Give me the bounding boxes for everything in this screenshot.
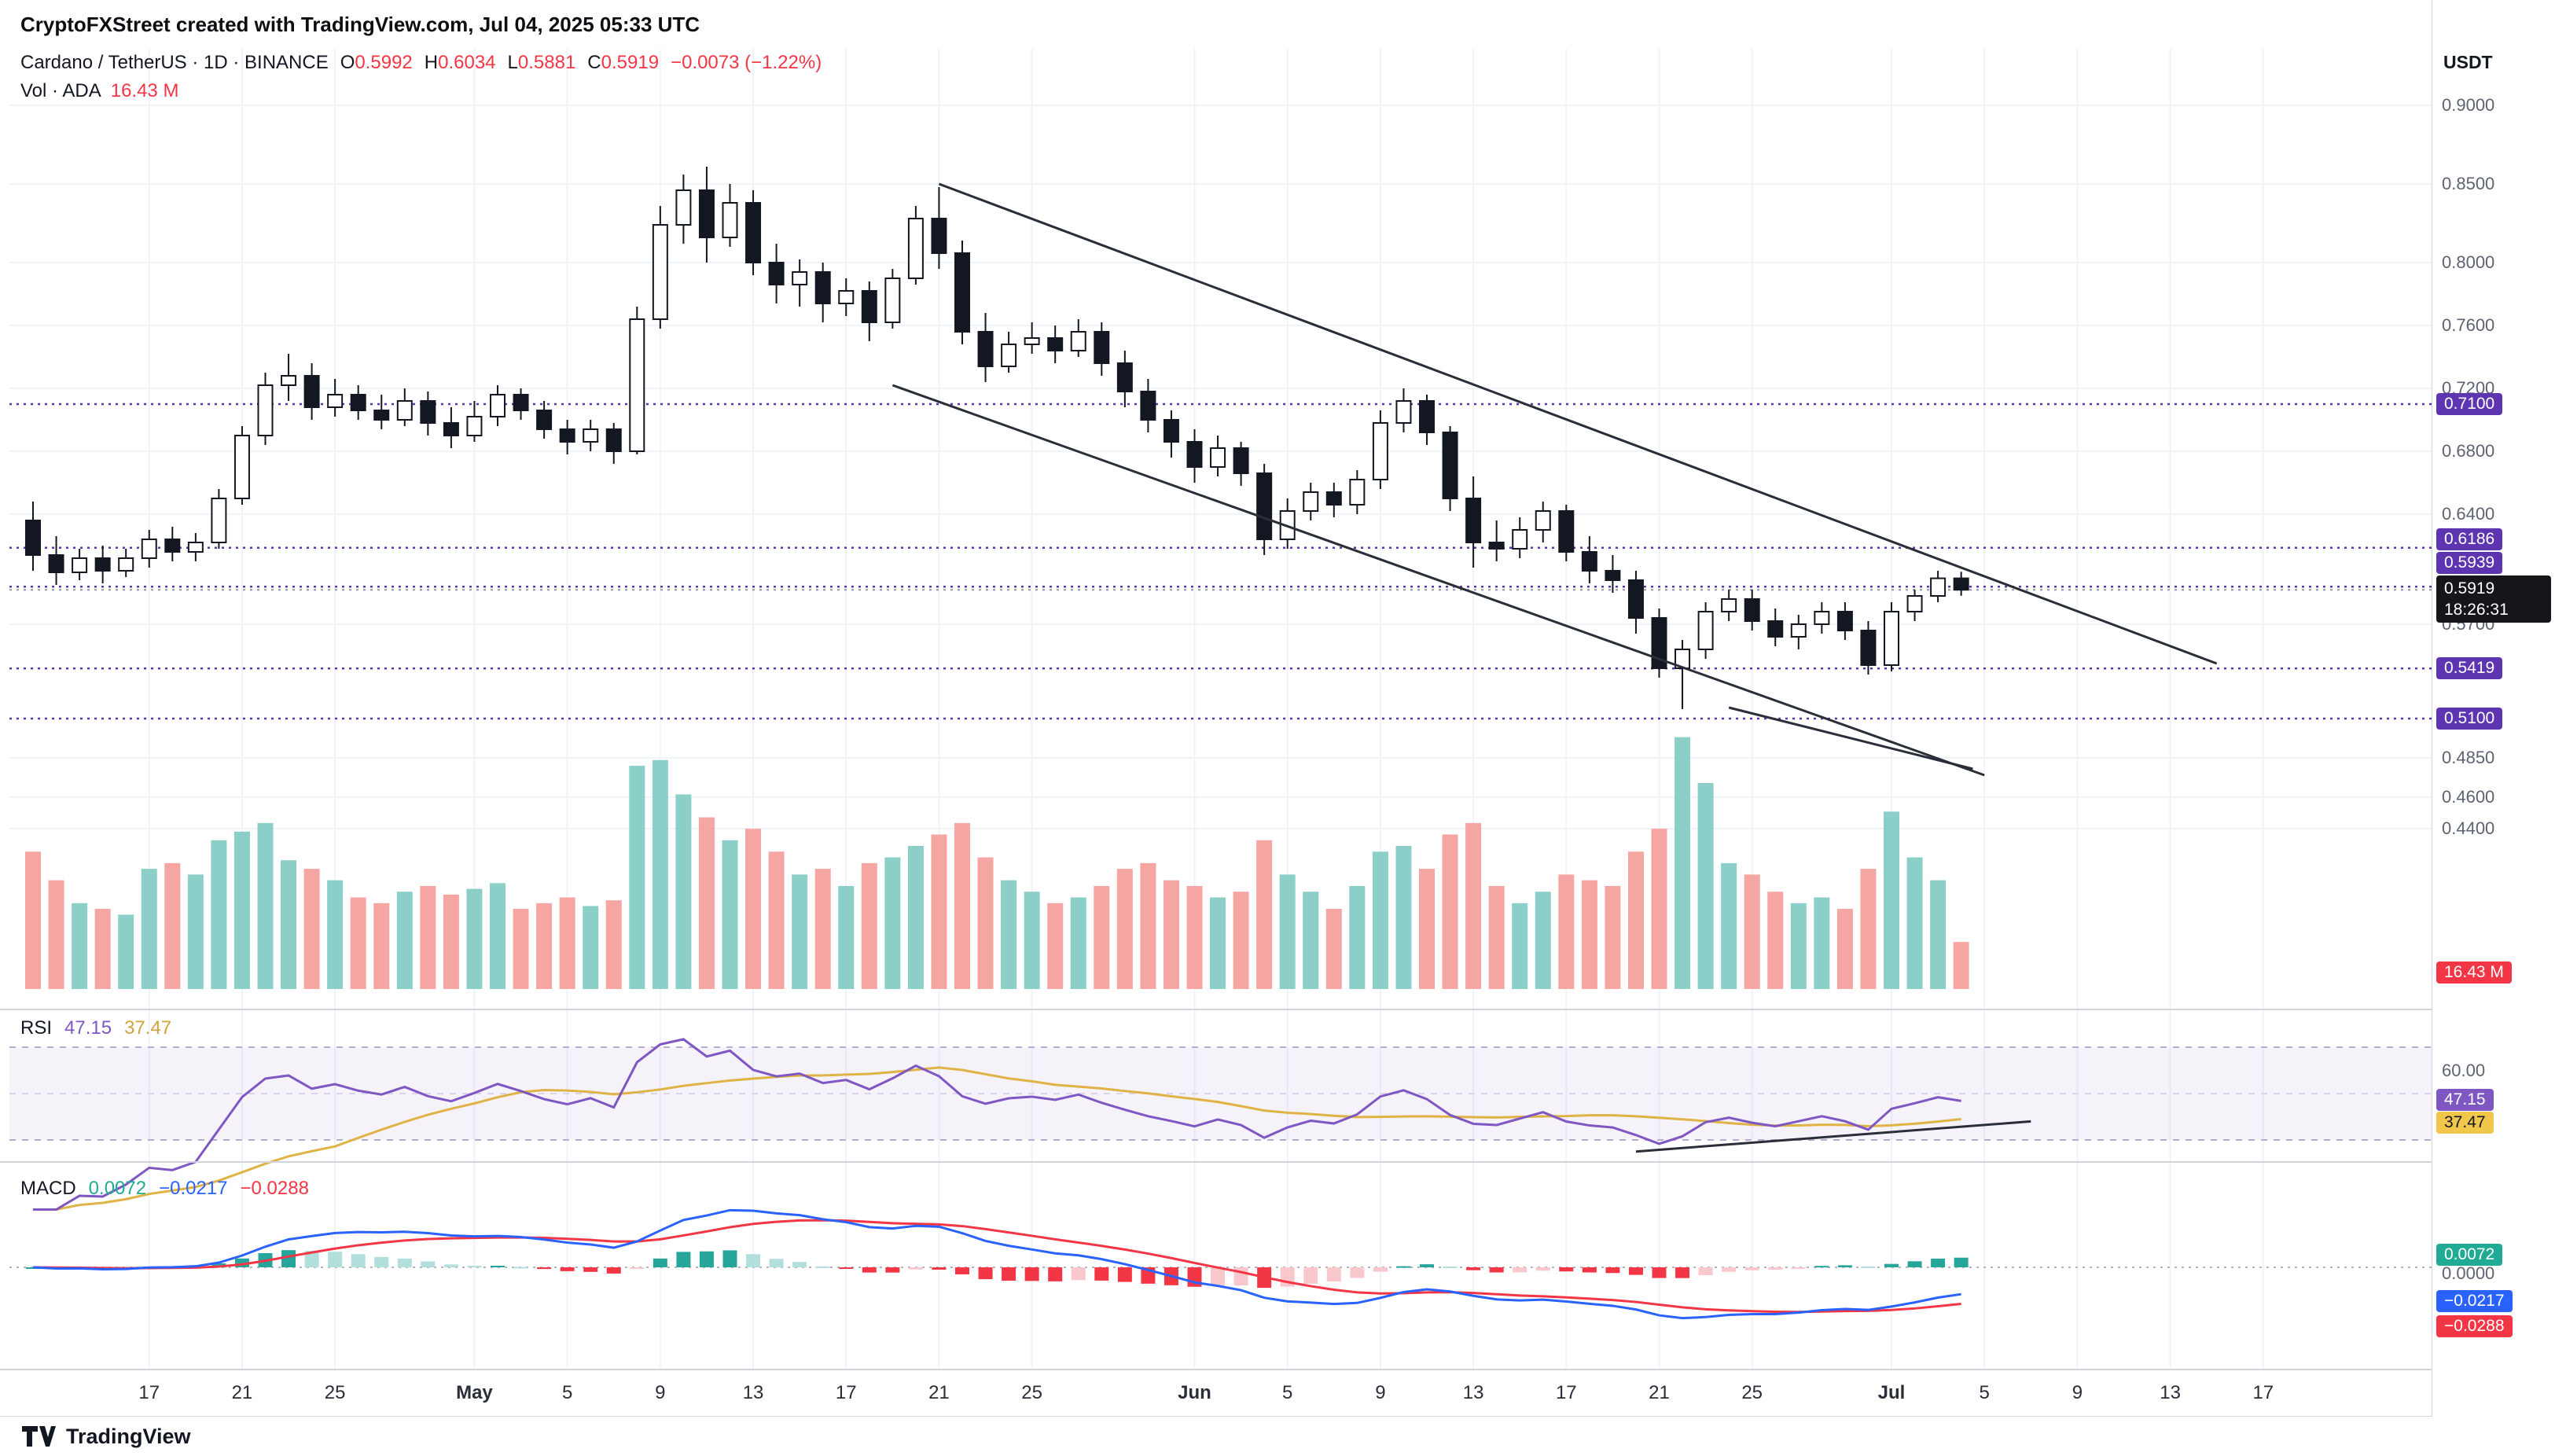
time-tick-day: 25 (324, 1382, 346, 1403)
price-level-badge: 0.5419 (2436, 657, 2503, 680)
price-tick: 0.9000 (2442, 95, 2495, 115)
time-tick-day: 21 (231, 1382, 253, 1403)
time-tick-day: 9 (655, 1382, 666, 1403)
volume-legend: Vol · ADA 16.43 M (20, 80, 178, 102)
time-tick-day: 13 (1462, 1382, 1484, 1403)
rsi-value-badge: 37.47 (2436, 1111, 2494, 1134)
time-tick-day: 17 (138, 1382, 160, 1403)
low-value: 0.5881 (517, 52, 576, 73)
time-tick-month: Jul (1877, 1382, 1906, 1403)
macd-value-badge: 0.0072 (2436, 1244, 2503, 1266)
price-tick: 0.6400 (2442, 504, 2495, 524)
tradingview-logo[interactable] (20, 1423, 57, 1450)
time-tick-day: 9 (2072, 1382, 2083, 1403)
symbol-title[interactable]: Cardano / TetherUS · 1D · BINANCE (20, 52, 329, 73)
time-tick-day: 17 (835, 1382, 857, 1403)
price-tick: 0.4600 (2442, 787, 2495, 807)
price-tick: 0.6800 (2442, 441, 2495, 461)
time-tick-day: 5 (1282, 1382, 1293, 1403)
time-tick-month: Jun (1178, 1382, 1211, 1403)
level-lines (9, 403, 2432, 720)
rsi-value: 47.15 (64, 1017, 112, 1039)
high-value: 0.6034 (438, 52, 496, 73)
price-tick: 0.7600 (2442, 315, 2495, 335)
close-value: 0.5919 (601, 52, 660, 73)
time-tick-day: 17 (1555, 1382, 1577, 1403)
time-tick-day: 25 (1021, 1382, 1042, 1403)
volume-label: Vol · ADA (20, 80, 101, 101)
volume-badge: 16.43 M (2436, 961, 2512, 984)
rsi-tick: 60.00 (2442, 1060, 2486, 1080)
last-price-value: 0.5919 (2444, 579, 2495, 597)
grid (9, 49, 2432, 1370)
time-tick-day: 5 (1979, 1382, 1990, 1403)
rsi-ma-value: 37.47 (124, 1017, 172, 1039)
time-tick-day: 17 (2252, 1382, 2274, 1403)
symbol-legend: Cardano / TetherUS · 1D · BINANCE O0.599… (20, 52, 822, 74)
bar-countdown: 18:26:31 (2444, 601, 2509, 619)
footer-bar: TradingView (0, 1417, 2555, 1456)
price-level-badge: 0.5100 (2436, 708, 2503, 730)
price-axis[interactable]: USDT 0.5919 18:26:31 0.9000 0.8500 0.8000 0… (2432, 0, 2555, 1417)
macd-label[interactable]: MACD (20, 1178, 76, 1199)
macd-hist-value: 0.0072 (88, 1178, 147, 1199)
macd-line-value: −0.0217 (159, 1178, 228, 1199)
time-tick-day: 21 (928, 1382, 950, 1403)
axis-currency-label: USDT (2443, 52, 2493, 72)
price-level-badge: 0.5939 (2436, 552, 2503, 574)
macd-zero-tick: 0.0000 (2442, 1263, 2495, 1283)
time-tick-month: May (456, 1382, 493, 1403)
price-tick: 0.4400 (2442, 818, 2495, 838)
macd-value-badge: −0.0217 (2436, 1290, 2513, 1312)
time-tick-day: 9 (1375, 1382, 1386, 1403)
price-tick: 0.8500 (2442, 174, 2495, 193)
macd-plot (9, 1208, 2432, 1320)
rsi-label[interactable]: RSI (20, 1017, 53, 1039)
close-label: C (587, 52, 601, 73)
rsi-legend: RSI 47.15 37.47 (20, 1017, 171, 1039)
volume-bars (25, 737, 1969, 989)
last-price-badge: 0.5919 18:26:31 (2436, 575, 2551, 623)
open-value: 0.5992 (355, 52, 413, 73)
high-label: H (424, 52, 439, 73)
time-tick-day: 21 (1649, 1382, 1670, 1403)
macd-legend: MACD 0.0072 −0.0217 −0.0288 (20, 1178, 309, 1200)
change-value: −0.0073 (−1.22%) (671, 52, 822, 73)
header-credit: CryptoFXStreet created with TradingView.… (20, 13, 700, 36)
price-level-badge: 0.6186 (2436, 528, 2503, 550)
rsi-plot (9, 1038, 2432, 1211)
price-level-badge: 0.7100 (2436, 393, 2503, 415)
trendlines (891, 182, 2218, 777)
footer-brand-text[interactable]: TradingView (66, 1424, 191, 1448)
macd-value-badge: −0.0288 (2436, 1315, 2513, 1337)
pane-separators (0, 0, 2555, 1417)
open-label: O (340, 52, 355, 73)
time-tick-day: 5 (561, 1382, 573, 1403)
macd-signal-value: −0.0288 (240, 1178, 309, 1199)
price-tick: 0.4850 (2442, 748, 2495, 767)
rsi-value-badge: 47.15 (2436, 1089, 2494, 1112)
time-axis[interactable]: 17 21 25 May 5 9 13 17 21 25 Jun 5 9 13 17 21 25 Jul 5 9 13 1… (0, 1370, 2432, 1417)
time-tick-day: 13 (2160, 1382, 2181, 1403)
candles (25, 167, 1969, 709)
time-tick-day: 13 (742, 1382, 764, 1403)
time-tick-day: 25 (1741, 1382, 1763, 1403)
low-label: L (507, 52, 518, 73)
price-tick: 0.8000 (2442, 252, 2495, 272)
volume-value: 16.43 M (110, 80, 179, 101)
